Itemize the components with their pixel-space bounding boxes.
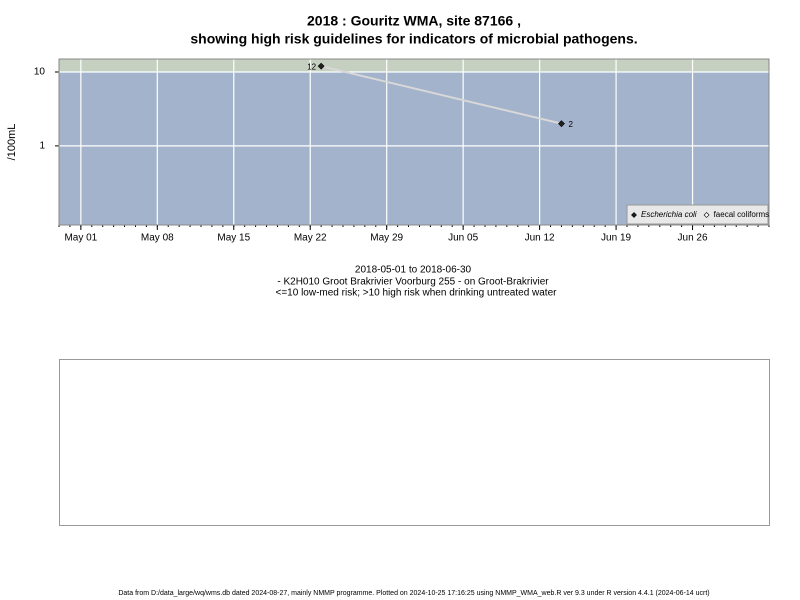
data-label: 2 bbox=[568, 120, 573, 129]
chart-title: showing high risk guidelines for indicat… bbox=[190, 31, 637, 47]
legend-label: Escherichia coli bbox=[641, 210, 697, 219]
x-tick-label: May 22 bbox=[294, 233, 327, 244]
data-label: 12 bbox=[307, 62, 316, 71]
x-tick-label: May 29 bbox=[370, 233, 403, 244]
footer: Data from D:/data_large/wq/wms.db dated … bbox=[118, 590, 709, 597]
y-tick-label: 1 bbox=[39, 141, 45, 152]
y-axis-label: /100mL bbox=[6, 124, 18, 161]
subtitle: - K2H010 Groot Brakrivier Voorburg 255 -… bbox=[277, 277, 549, 288]
data-point bbox=[558, 120, 565, 128]
x-tick-label: May 01 bbox=[64, 233, 97, 244]
subtitle: 2018-05-01 to 2018-06-30 bbox=[355, 265, 472, 276]
plot-border bbox=[58, 58, 770, 226]
high-risk-band bbox=[59, 59, 769, 73]
subtitle: <=10 low-med risk; >10 high risk when dr… bbox=[276, 288, 558, 299]
legend-label: faecal coliforms bbox=[714, 210, 770, 219]
x-tick-label: Jun 12 bbox=[525, 233, 555, 244]
legend-marker bbox=[703, 212, 710, 218]
legend-marker bbox=[631, 212, 637, 218]
empty-panel bbox=[59, 359, 770, 526]
y-tick-label: 10 bbox=[34, 67, 46, 78]
x-tick-label: May 15 bbox=[217, 233, 250, 244]
x-tick-label: Jun 26 bbox=[678, 233, 708, 244]
x-tick-label: Jun 19 bbox=[601, 233, 631, 244]
series-line bbox=[320, 65, 562, 125]
x-tick-label: May 08 bbox=[141, 233, 174, 244]
legend-box bbox=[626, 204, 769, 225]
chart-title: 2018 : Gouritz WMA, site 87166 , bbox=[307, 13, 521, 29]
x-tick-label: Jun 05 bbox=[448, 233, 478, 244]
plot-background bbox=[59, 59, 769, 225]
data-point bbox=[317, 62, 325, 70]
